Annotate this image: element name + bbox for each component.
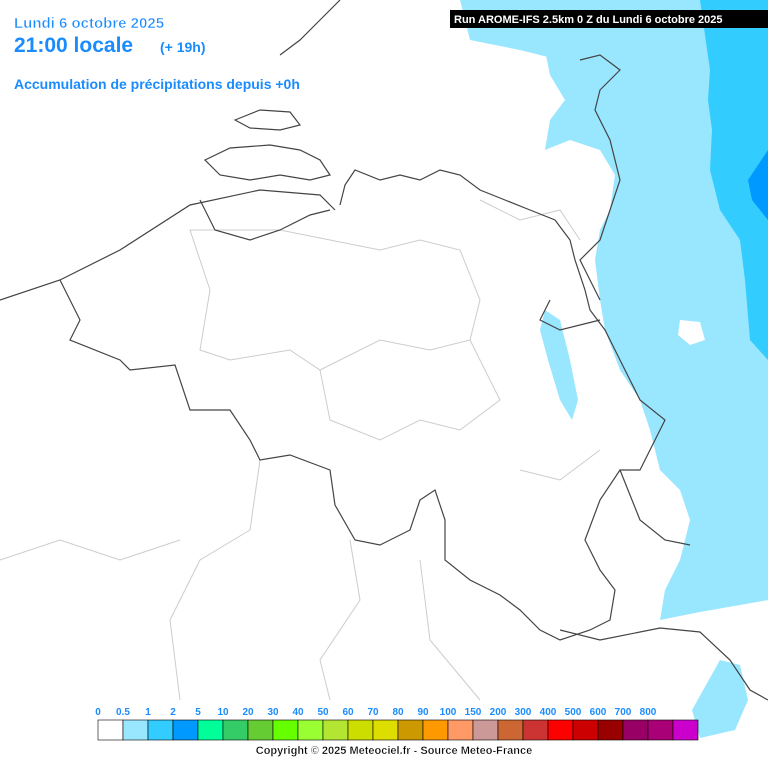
rain-moderate bbox=[700, 0, 768, 360]
legend-swatch bbox=[322, 719, 349, 741]
legend-label: 60 bbox=[342, 707, 354, 718]
legend-label: 150 bbox=[465, 707, 482, 718]
legend-swatch bbox=[147, 719, 174, 741]
legend-label: 2 bbox=[170, 707, 176, 718]
legend-swatch bbox=[122, 719, 149, 741]
legend-swatch bbox=[672, 719, 699, 741]
legend-label: 600 bbox=[590, 707, 607, 718]
legend-swatch bbox=[172, 719, 199, 741]
legend-swatch bbox=[447, 719, 474, 741]
legend-label: 300 bbox=[515, 707, 532, 718]
legend-label: 20 bbox=[242, 707, 254, 718]
legend-label: 50 bbox=[317, 707, 329, 718]
legend-swatch bbox=[572, 719, 599, 741]
borders bbox=[0, 0, 768, 701]
legend-label: 40 bbox=[292, 707, 304, 718]
legend-label: 700 bbox=[615, 707, 632, 718]
legend-swatch bbox=[547, 719, 574, 741]
legend-swatch bbox=[622, 719, 649, 741]
legend-label: 10 bbox=[217, 707, 229, 718]
legend-label: 5 bbox=[195, 707, 201, 718]
legend: 0 0.5 1 2 5 10 20 30 40 50 60 70 80 90 100 150 200 300 400… bbox=[95, 707, 699, 741]
copyright: Copyright © 2025 Meteociel.fr - Source M… bbox=[256, 745, 532, 757]
legend-swatch bbox=[497, 719, 524, 741]
date: Lundi 6 octobre 2025 bbox=[14, 15, 164, 32]
legend-swatch bbox=[247, 719, 274, 741]
run-info: Run AROME-IFS 2.5km 0 Z du Lundi 6 octob… bbox=[454, 14, 723, 26]
legend-label: 30 bbox=[267, 707, 279, 718]
legend-swatch bbox=[597, 719, 624, 741]
legend-swatch bbox=[422, 719, 449, 741]
regions bbox=[0, 199, 601, 701]
legend-swatch bbox=[397, 719, 424, 741]
legend-label: 80 bbox=[392, 707, 404, 718]
legend-label: 800 bbox=[640, 707, 657, 718]
offset: (+ 19h) bbox=[160, 39, 206, 55]
legend-swatch bbox=[347, 719, 374, 741]
legend-swatch bbox=[97, 719, 124, 741]
legend-swatch bbox=[522, 719, 549, 741]
legend-swatch bbox=[647, 719, 674, 741]
legend-label: 0 bbox=[95, 707, 101, 718]
rain-light bbox=[540, 310, 578, 420]
subtitle: Accumulation de précipitations depuis +0… bbox=[14, 76, 300, 92]
legend-label: 500 bbox=[565, 707, 582, 718]
legend-swatch bbox=[372, 719, 399, 741]
time: 21:00 locale bbox=[14, 34, 133, 57]
legend-swatch bbox=[197, 719, 224, 741]
rain-heavy bbox=[748, 150, 768, 220]
legend-label: 100 bbox=[440, 707, 457, 718]
legend-swatch bbox=[297, 719, 324, 741]
legend-label: 200 bbox=[490, 707, 507, 718]
legend-label: 0.5 bbox=[116, 707, 130, 718]
legend-swatch bbox=[222, 719, 249, 741]
legend-label: 90 bbox=[417, 707, 429, 718]
legend-label: 400 bbox=[540, 707, 557, 718]
rain-light bbox=[692, 660, 748, 738]
legend-label: 70 bbox=[367, 707, 379, 718]
dry-spot bbox=[678, 320, 705, 345]
precipitation bbox=[460, 0, 768, 738]
legend-label: 1 bbox=[145, 707, 151, 718]
legend-swatch bbox=[272, 719, 299, 741]
run-banner bbox=[450, 10, 768, 28]
legend-swatch bbox=[472, 719, 499, 741]
